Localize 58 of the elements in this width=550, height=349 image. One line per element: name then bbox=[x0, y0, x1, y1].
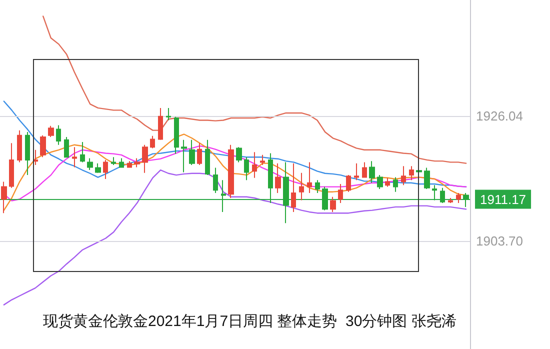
ref-line-label: 1911.17 bbox=[480, 192, 526, 207]
candlestick bbox=[33, 149, 38, 166]
candlestick bbox=[189, 139, 195, 166]
candlestick bbox=[424, 167, 430, 190]
candlestick bbox=[236, 146, 242, 163]
candlestick bbox=[111, 156, 116, 166]
candlestick bbox=[9, 142, 14, 188]
candlestick bbox=[448, 197, 453, 204]
candlestick bbox=[134, 158, 140, 168]
candlestick bbox=[150, 135, 155, 149]
candlestick bbox=[17, 130, 22, 163]
candlestick bbox=[409, 166, 414, 181]
candlestick bbox=[87, 158, 93, 171]
candlestick bbox=[307, 162, 312, 194]
candlestick bbox=[181, 139, 187, 173]
candlestick bbox=[64, 136, 69, 158]
candlestick bbox=[354, 162, 359, 181]
candlestick bbox=[166, 107, 171, 121]
candlestick bbox=[401, 166, 406, 186]
candlestick bbox=[456, 192, 461, 204]
candlestick bbox=[244, 156, 249, 181]
candlestick bbox=[385, 177, 390, 188]
y-tick-label: 1903.70 bbox=[476, 234, 523, 249]
candlestick bbox=[1, 181, 7, 214]
candlestick bbox=[346, 174, 351, 192]
candlestick bbox=[338, 184, 343, 204]
candlestick bbox=[275, 162, 281, 194]
candlestick bbox=[56, 124, 61, 146]
candlestick bbox=[142, 144, 148, 174]
candlestick bbox=[228, 144, 234, 198]
candlestick bbox=[95, 162, 101, 174]
candlestick bbox=[260, 154, 265, 166]
candlestick bbox=[362, 162, 367, 178]
candlestick bbox=[127, 160, 132, 168]
candlestick bbox=[330, 196, 336, 212]
text: 现货黄金伦敦金2021年1月7日周四 整体走势 30分钟图 张尧浠 bbox=[43, 313, 456, 330]
candlestick bbox=[48, 125, 54, 138]
candlestick bbox=[158, 107, 163, 140]
y-tick-label: 1926.04 bbox=[476, 108, 523, 124]
candlestick bbox=[377, 174, 383, 190]
candlestick bbox=[369, 160, 375, 184]
candlestick bbox=[119, 158, 124, 168]
candlestick bbox=[205, 139, 210, 176]
candlestick bbox=[80, 142, 85, 163]
candlestick bbox=[25, 131, 30, 176]
candlestick bbox=[174, 116, 179, 154]
candlestick bbox=[103, 159, 108, 180]
candlestick bbox=[315, 180, 320, 194]
candlestick bbox=[40, 134, 46, 158]
line-series bbox=[3, 169, 467, 306]
line-series bbox=[42, 16, 467, 164]
candlestick bbox=[393, 176, 398, 192]
candlestick bbox=[197, 142, 202, 166]
candlestick bbox=[291, 162, 296, 212]
candlestick bbox=[252, 152, 257, 178]
candlestick bbox=[213, 167, 218, 194]
candlestick bbox=[72, 146, 77, 168]
candlestick bbox=[299, 172, 304, 201]
